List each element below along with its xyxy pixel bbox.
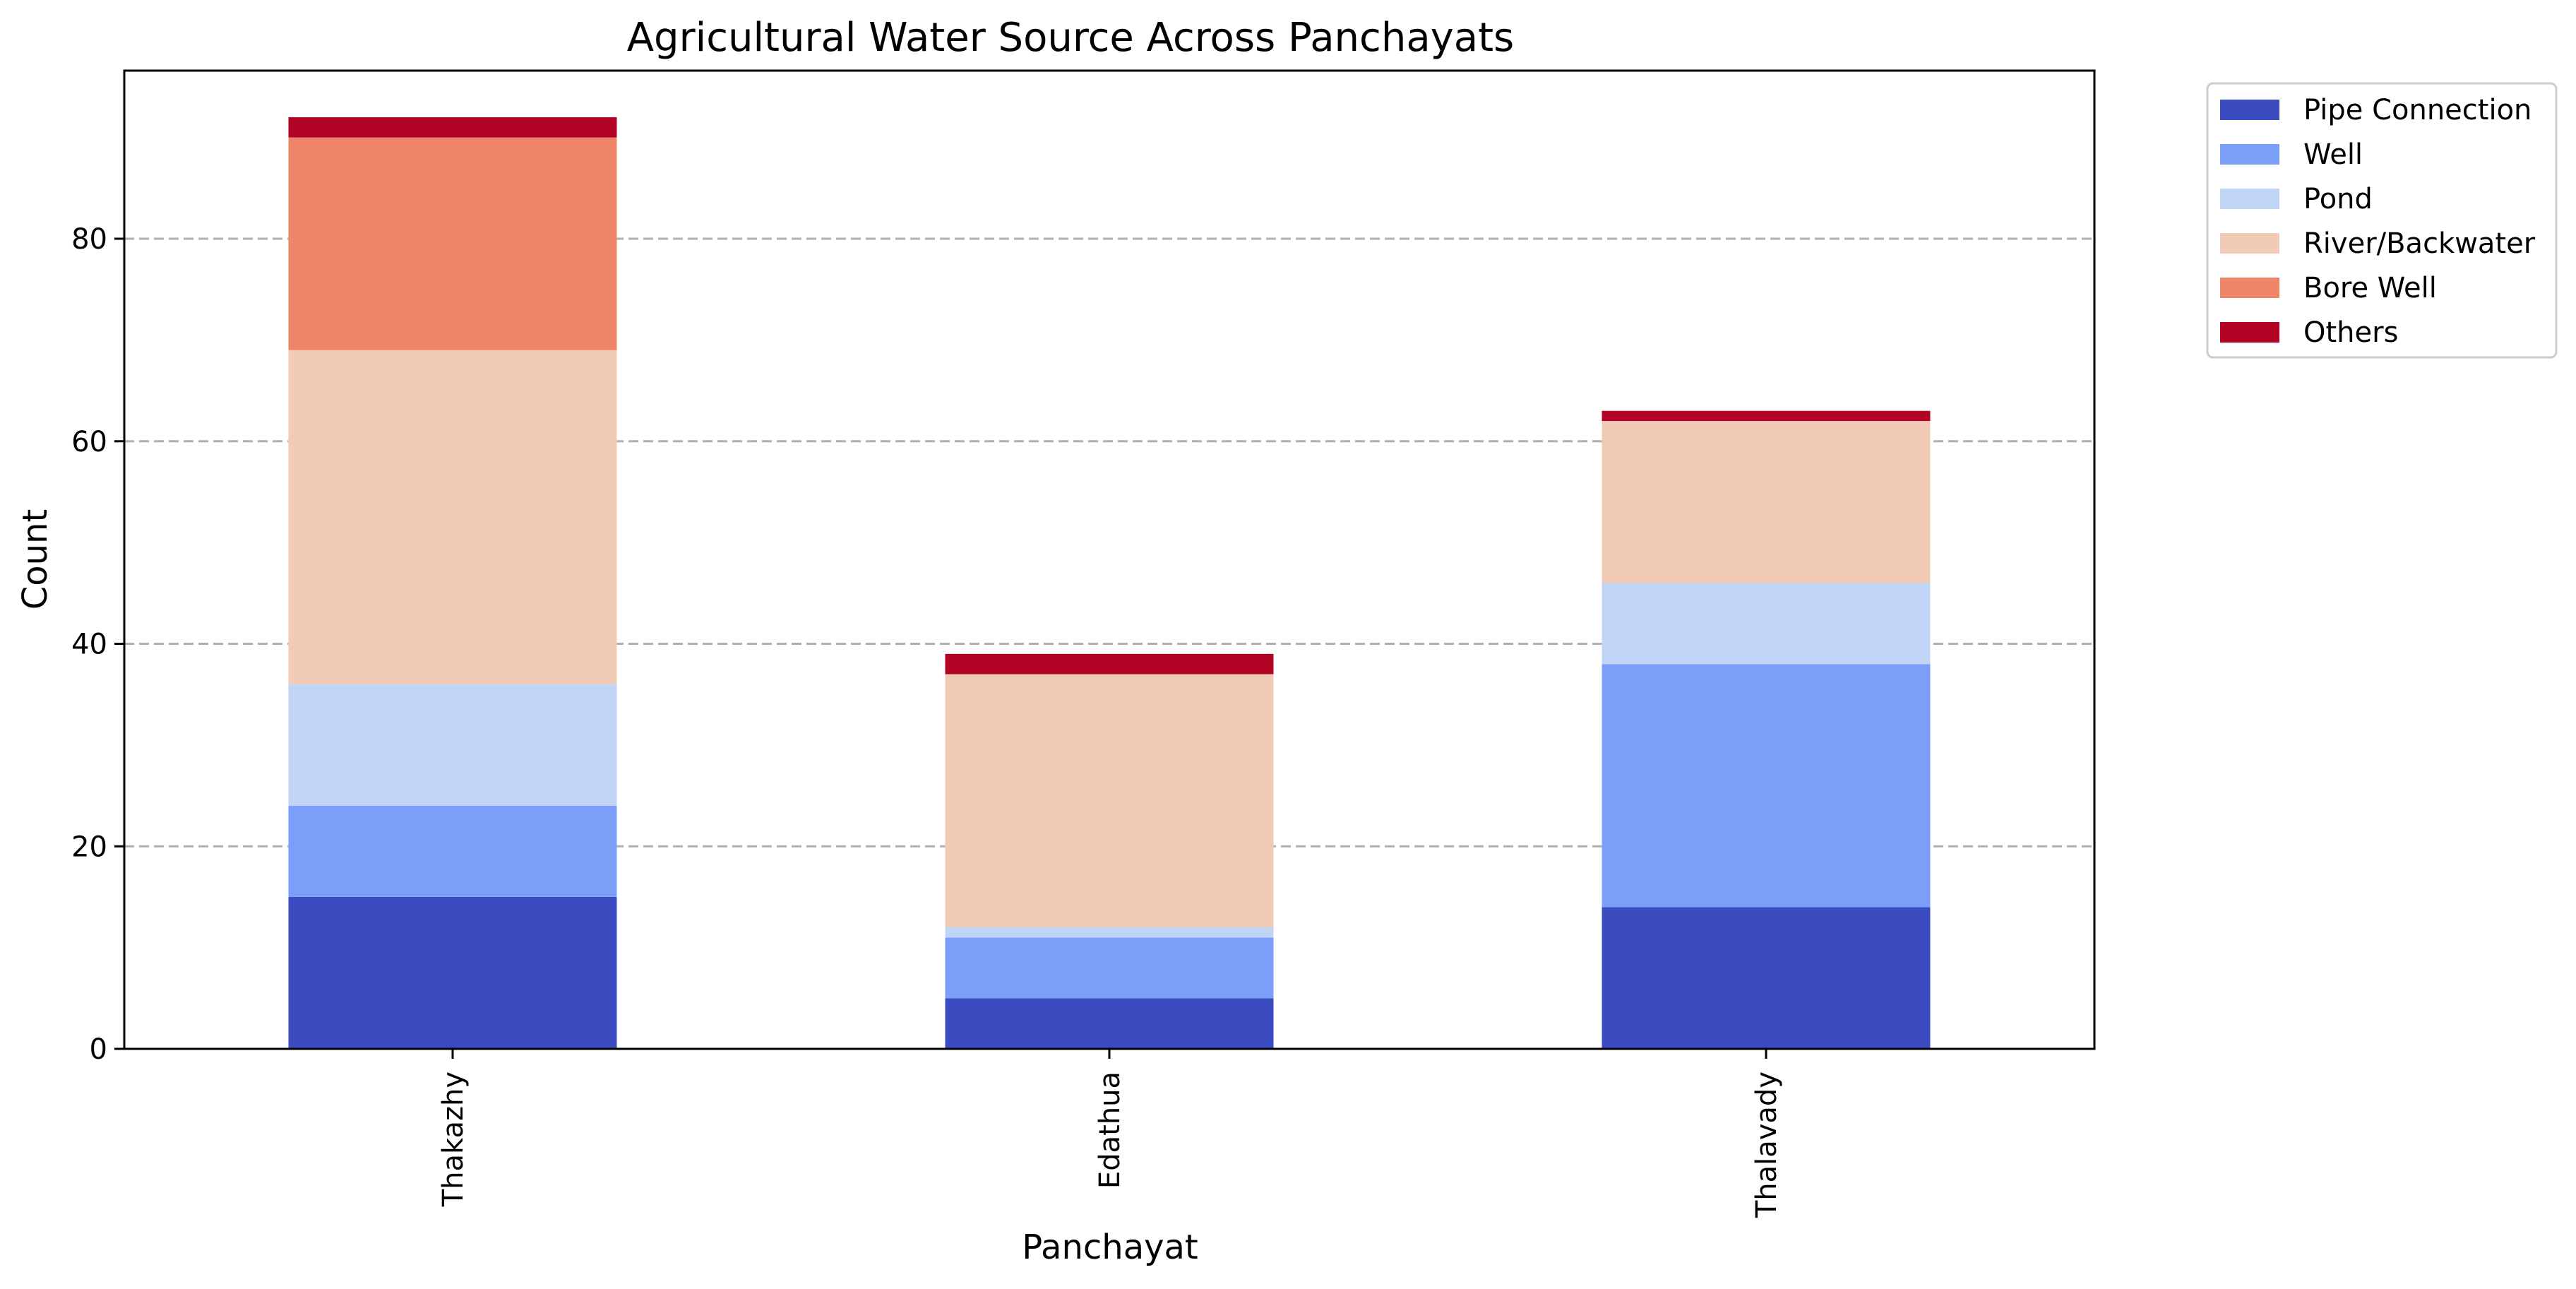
bar-segment-pond (1602, 583, 1931, 665)
legend-swatch (2220, 322, 2279, 343)
y-tick-label: 0 (90, 1033, 107, 1066)
bar-segment-pond (288, 684, 617, 806)
legend-label: Bore Well (2303, 272, 2437, 304)
legend-swatch (2220, 100, 2279, 120)
bars (288, 117, 1931, 1049)
legend-label: Others (2303, 316, 2398, 349)
bar-segment-well (288, 805, 617, 897)
y-tick-label: 60 (71, 426, 107, 458)
legend-swatch (2220, 189, 2279, 209)
y-tick-label: 80 (71, 223, 107, 256)
legend-swatch (2220, 233, 2279, 254)
legend-swatch (2220, 144, 2279, 165)
bar-segment-pond (945, 927, 1274, 938)
legend-label: Well (2303, 138, 2363, 171)
chart-title: Agricultural Water Source Across Panchay… (627, 15, 1514, 61)
x-axis-label: Panchayat (1022, 1228, 1198, 1267)
y-tick-label: 20 (71, 831, 107, 863)
x-tick-label: Thakazhy (437, 1071, 470, 1207)
bar-segment-others (288, 117, 617, 138)
bar-segment-bore-well (288, 137, 617, 350)
bar-segment-well (1602, 664, 1931, 908)
legend: Pipe Connection Well Pond River/Backwater Bo… (2206, 82, 2558, 359)
bar-segment-others (945, 653, 1274, 675)
x-axis: Thakazhy Edathua Thalavady (437, 1049, 1783, 1218)
bar-segment-others (1602, 410, 1931, 422)
bar-segment-pipe-connection (1602, 907, 1931, 1049)
bar-segment-river-backwater (288, 350, 617, 684)
legend-label: River/Backwater (2303, 227, 2536, 260)
bar-segment-well (945, 937, 1274, 999)
x-tick-label: Thalavady (1751, 1071, 1783, 1218)
legend-swatch (2220, 278, 2279, 298)
y-axis-label: Count (16, 509, 55, 610)
legend-frame (2206, 82, 2558, 359)
bar-segment-pipe-connection (945, 998, 1274, 1049)
x-tick-label: Edathua (1094, 1071, 1126, 1189)
y-tick-label: 40 (71, 629, 107, 661)
legend-label: Pipe Connection (2303, 94, 2532, 126)
bar-segment-river-backwater (945, 674, 1274, 927)
y-axis: 0 20 40 60 80 (71, 223, 124, 1066)
bar-segment-river-backwater (1602, 421, 1931, 583)
legend-label: Pond (2303, 183, 2373, 215)
bar-segment-pipe-connection (288, 896, 617, 1049)
